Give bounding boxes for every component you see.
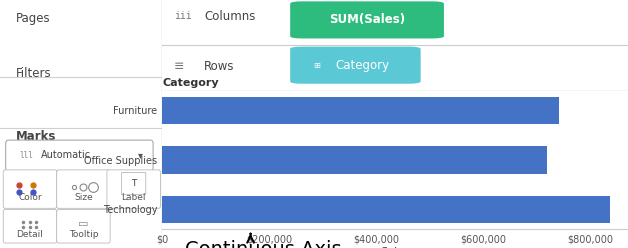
Text: Rows: Rows: [204, 60, 234, 73]
X-axis label: Sales: Sales: [380, 247, 410, 248]
Text: Size: Size: [74, 193, 93, 202]
Bar: [162, 146, 547, 174]
Text: ▾: ▾: [138, 151, 143, 160]
FancyBboxPatch shape: [57, 170, 110, 208]
FancyBboxPatch shape: [6, 140, 153, 171]
Text: ≡: ≡: [174, 60, 184, 73]
Bar: [162, 97, 560, 124]
Text: Filters: Filters: [16, 67, 52, 80]
FancyBboxPatch shape: [107, 170, 160, 208]
Text: Category: Category: [162, 78, 219, 88]
Text: SUM(Sales): SUM(Sales): [329, 13, 405, 27]
FancyBboxPatch shape: [3, 210, 57, 243]
Text: iii: iii: [174, 11, 192, 21]
Text: ⊞: ⊞: [313, 61, 320, 70]
Text: Label: Label: [121, 193, 146, 202]
Text: ▭: ▭: [78, 219, 89, 229]
FancyBboxPatch shape: [290, 47, 421, 84]
Text: Pages: Pages: [16, 12, 51, 25]
Text: Color: Color: [18, 193, 42, 202]
FancyBboxPatch shape: [122, 172, 146, 195]
Text: Marks: Marks: [16, 130, 57, 143]
Text: T: T: [131, 179, 136, 188]
Bar: [162, 196, 610, 223]
Text: Columns: Columns: [204, 10, 256, 23]
Text: lll: lll: [19, 151, 33, 160]
Text: Category: Category: [335, 59, 389, 72]
Text: Tooltip: Tooltip: [68, 230, 98, 239]
Text: Detail: Detail: [16, 230, 43, 239]
FancyBboxPatch shape: [57, 210, 110, 243]
Text: Continuous Axis: Continuous Axis: [185, 240, 342, 248]
Text: Automatic: Automatic: [40, 151, 90, 160]
FancyBboxPatch shape: [290, 1, 444, 38]
FancyBboxPatch shape: [3, 170, 57, 208]
